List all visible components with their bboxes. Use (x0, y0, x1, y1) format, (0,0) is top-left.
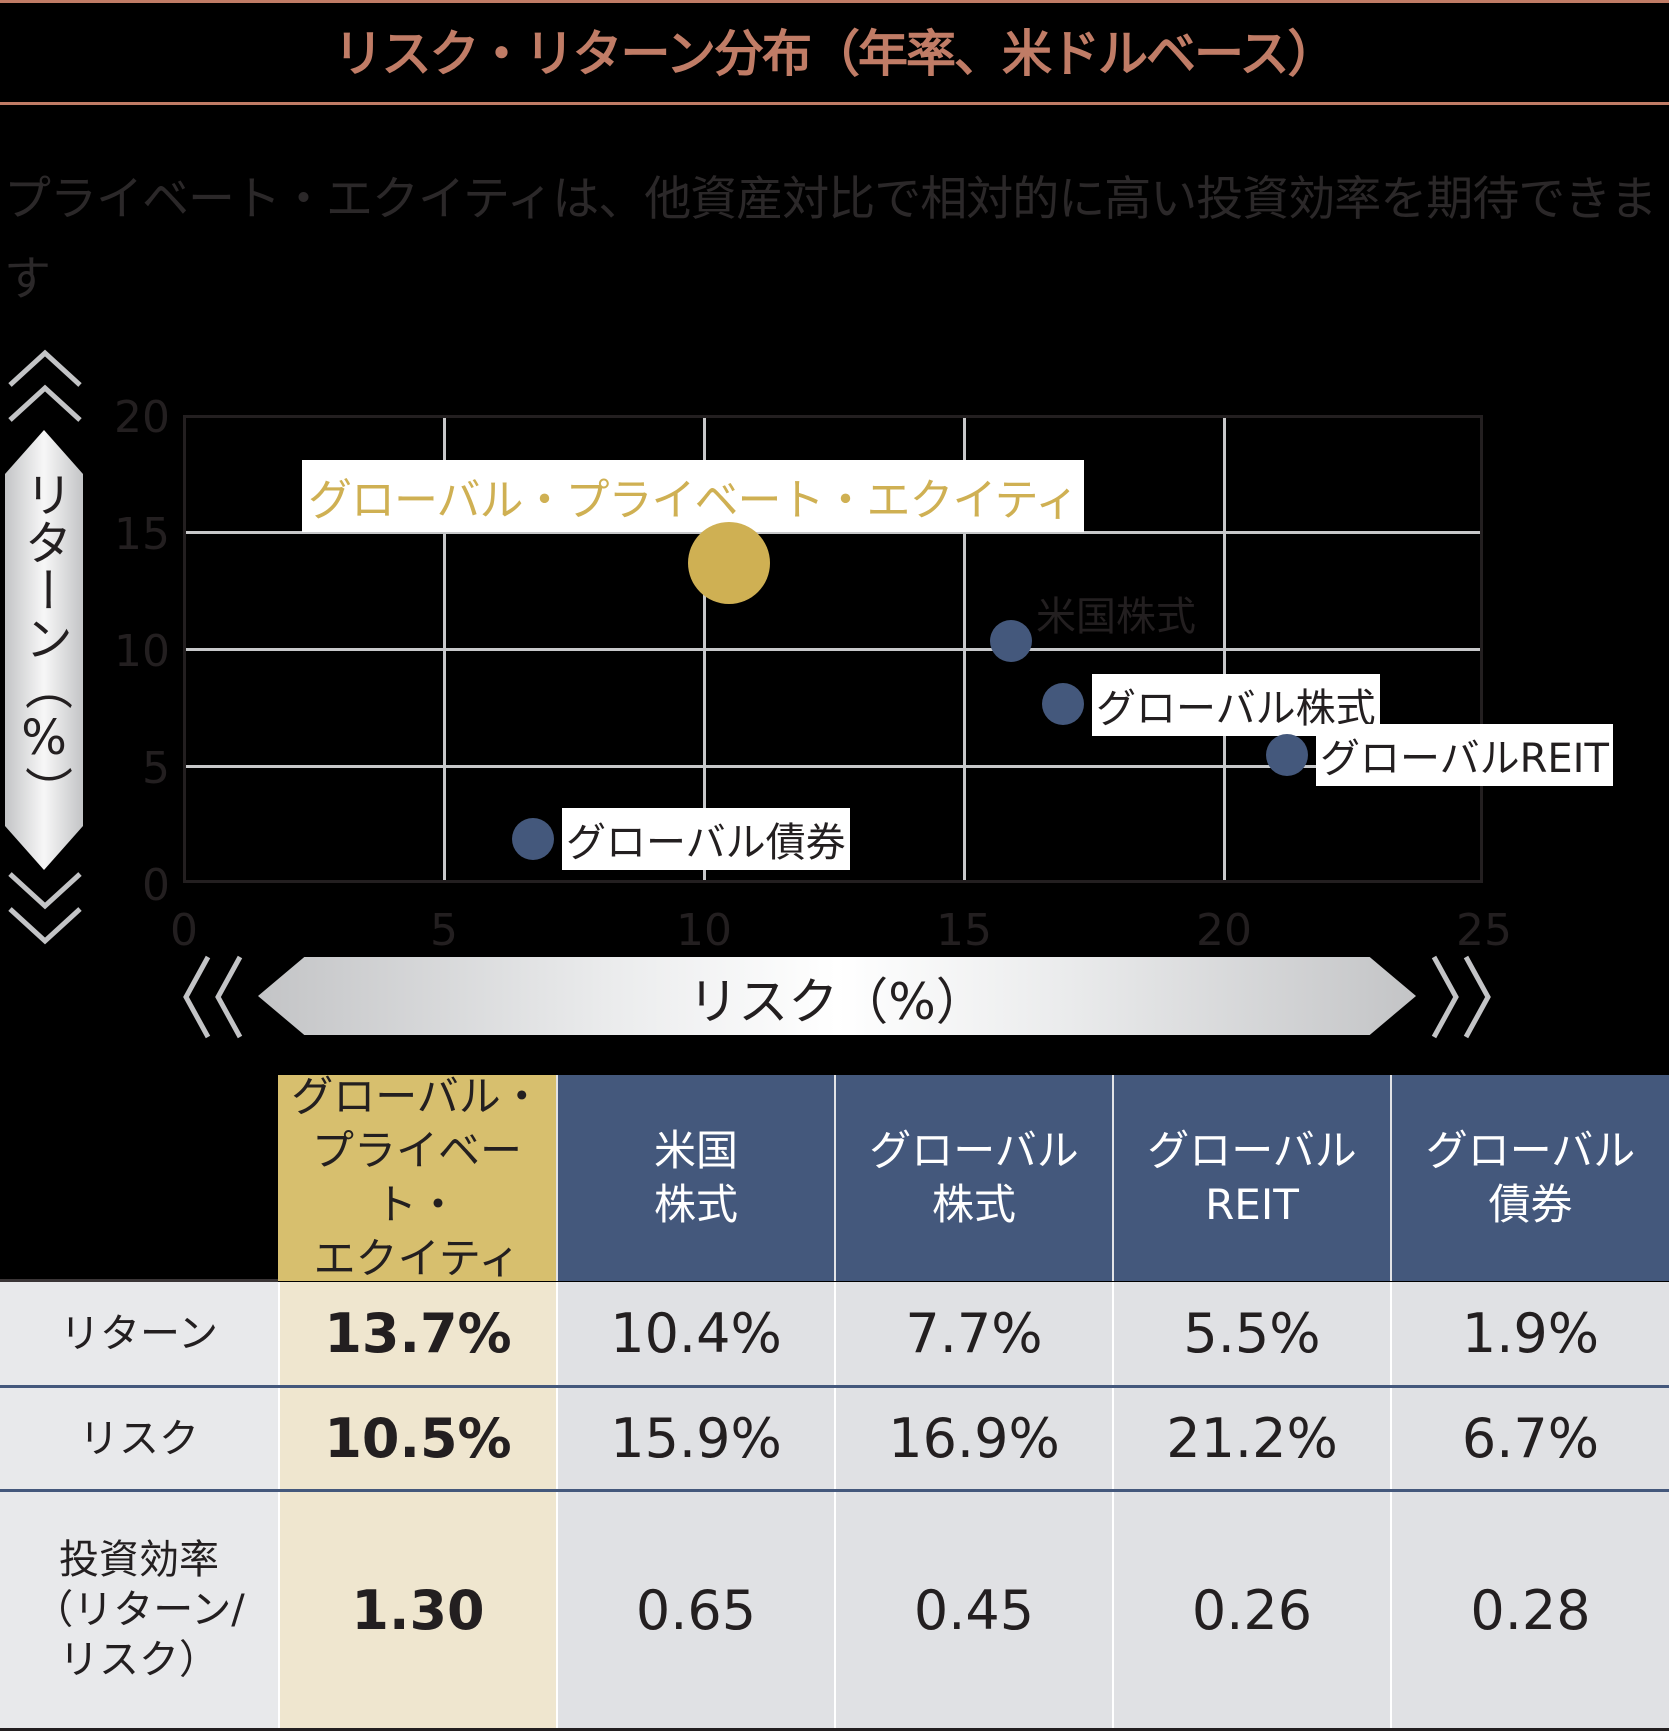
us-equity-label: 米国株式 (1036, 594, 1196, 640)
global-reit-label: グローバルREIT (1316, 724, 1613, 786)
pe-label: グローバル・プライベート・エクイティ (302, 460, 1085, 532)
row-label-line: 投資効率 (58, 1537, 219, 1583)
table-cell: 13.7% (278, 1282, 556, 1385)
chevron-down-icon (5, 862, 85, 956)
x-tick: 20 (1196, 905, 1252, 956)
page-title: リスク・リターン分布（年率、米ドルベース） (333, 25, 1338, 83)
table-cell: 0.28 (1390, 1492, 1669, 1728)
table-cell: 0.65 (556, 1492, 834, 1728)
header-line: 株式 (653, 1180, 738, 1229)
gridline-x10 (703, 418, 706, 880)
chevron-left-icon (180, 955, 260, 1043)
header-line: 債券 (1488, 1180, 1573, 1229)
header-line: グローバル (869, 1126, 1079, 1175)
gridline-y5 (186, 765, 1480, 768)
global-bond-label: グローバル債券 (562, 808, 850, 870)
global-reit-dot (1266, 734, 1308, 776)
us-equity-dot (990, 620, 1032, 662)
x-tick: 5 (430, 905, 458, 956)
title-rule-top (0, 0, 1669, 3)
table-cell: 15.9% (556, 1388, 834, 1489)
y-tick: 10 (114, 626, 170, 677)
row-divider (0, 1385, 1669, 1388)
header-global-bond: グローバル 債券 (1390, 1075, 1669, 1281)
x-axis-banner (258, 957, 1416, 1035)
header-line: 株式 (931, 1180, 1016, 1229)
table-bottom-rule (0, 1728, 1669, 1731)
header-line: プライベート・ (311, 1126, 522, 1229)
row-label-risk: リスク (0, 1388, 278, 1489)
table-cell: 1.9% (1390, 1282, 1669, 1385)
row-label-efficiency: 投資効率 （リターン/リスク） (0, 1492, 278, 1728)
plot-area (183, 415, 1483, 883)
x-tick: 10 (676, 905, 732, 956)
table-cell: 16.9% (834, 1388, 1112, 1489)
y-tick: 20 (114, 392, 170, 443)
header-line: REIT (1205, 1180, 1299, 1229)
header-underline (0, 1279, 278, 1282)
table-cell: 0.26 (1112, 1492, 1390, 1728)
row-label-line: リスク） (58, 1637, 219, 1683)
header-line: グローバル・ (291, 1072, 543, 1121)
global-bond-dot (512, 818, 554, 860)
title-rule-bottom (0, 102, 1669, 105)
y-axis-banner (5, 430, 83, 870)
x-axis-label: リスク（%） (688, 973, 986, 1031)
table-cell: 6.7% (1390, 1388, 1669, 1489)
chevron-up-icon (5, 345, 85, 439)
y-axis-label: リターン（%） (5, 470, 83, 814)
x-tick: 15 (936, 905, 992, 956)
row-label-line: （リターン/ (33, 1587, 245, 1633)
header-global-reit: グローバル REIT (1112, 1075, 1390, 1281)
y-axis-label-text: リターン（%） (16, 470, 72, 814)
gridline-y15 (186, 531, 1480, 534)
header-us-equity: 米国 株式 (556, 1075, 834, 1281)
gridline-x15 (963, 418, 966, 880)
chevron-right-icon (1414, 955, 1494, 1043)
table-cell: 21.2% (1112, 1388, 1390, 1489)
y-tick: 0 (142, 860, 170, 911)
y-tick: 5 (142, 743, 170, 794)
gridline-x5 (443, 418, 446, 880)
table-cell: 10.5% (278, 1388, 556, 1489)
subtitle: プライベート・エクイティは、他資産対比で相対的に高い投資効率を期待できます (4, 172, 1657, 307)
header-line: エクイティ (313, 1234, 521, 1283)
gridline-y10 (186, 648, 1480, 651)
table-cell: 1.30 (278, 1492, 556, 1728)
gridline-x20 (1223, 418, 1226, 880)
header-pe: グローバル・プライベート・エクイティ (278, 1072, 556, 1283)
row-divider (0, 1489, 1669, 1492)
x-tick: 25 (1456, 905, 1512, 956)
table-cell: 7.7% (834, 1282, 1112, 1385)
header-line: 米国 (653, 1126, 738, 1175)
pe-bubble (688, 522, 770, 604)
table-cell: 0.45 (834, 1492, 1112, 1728)
table-cell: 5.5% (1112, 1282, 1390, 1385)
y-tick: 15 (114, 509, 170, 560)
header-line: グローバル (1425, 1126, 1636, 1175)
x-tick: 0 (170, 905, 198, 956)
header-global-equity: グローバル 株式 (834, 1075, 1112, 1281)
row-label-return: リターン (0, 1282, 278, 1385)
table-cell: 10.4% (556, 1282, 834, 1385)
global-equity-dot (1042, 683, 1084, 725)
header-line: グローバル (1147, 1126, 1357, 1175)
